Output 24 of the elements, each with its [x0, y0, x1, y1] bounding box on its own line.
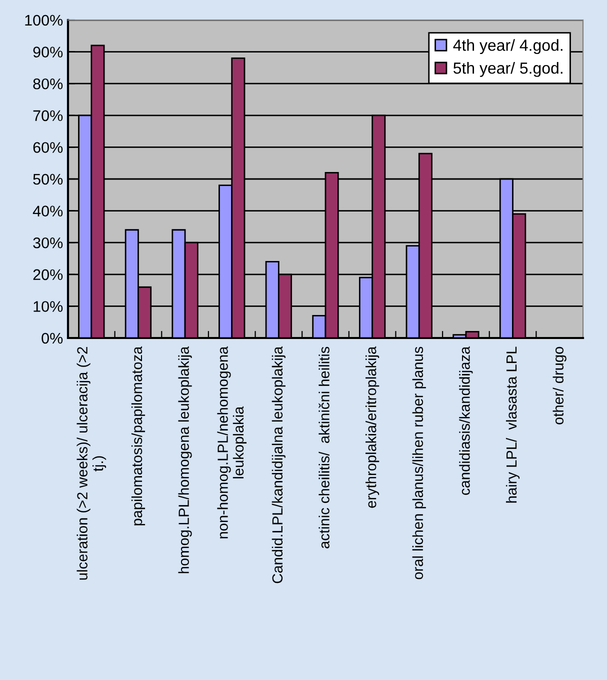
x-tick-label: ulceration (>2 weeks)/ ulceracija (>2 tj.) — [76, 347, 106, 580]
legend-label: 4th year/ 4.god. — [453, 39, 562, 54]
legend-label: 5th year/ 5.god. — [453, 62, 562, 77]
y-tick-label: 90% — [33, 46, 63, 58]
x-tick-label: actinic cheilitis/ aktinični heilitis — [318, 346, 330, 548]
y-tick-label: 60% — [33, 142, 63, 153]
y-tick-label: 100% — [25, 14, 63, 26]
y-tick-label: 70% — [33, 110, 63, 122]
y-tick-label: 80% — [33, 78, 63, 90]
x-tick-label: papilomatosis/papilomatoza — [131, 346, 146, 526]
y-tick-label: 10% — [34, 301, 63, 312]
y-tick-label: 40% — [32, 206, 63, 216]
x-tick-label: candidiasis/kandidijaza — [459, 346, 473, 495]
y-tick-label: 0% — [42, 332, 63, 344]
x-tick-label: non-homog.LPL/nehomogena leukoplakia — [217, 346, 247, 538]
x-tick-label: Candid.LPL/kandidijalna leukoplakija — [272, 346, 286, 584]
y-tick-label: 20% — [33, 269, 63, 280]
x-tick-label: homog.LPL/homogena leukoplakija — [178, 346, 192, 574]
x-tick-label: other/ drugo — [552, 346, 566, 424]
x-tick-label: hairy LPL/ vlasasta LPL — [506, 346, 520, 503]
x-tick-label: oral lichen planus/lihen ruber planus — [412, 346, 426, 580]
y-tick-label: 50% — [33, 174, 63, 185]
x-tick-label: erythroplakia/eritroplakija — [366, 346, 380, 508]
y-tick-label: 30% — [33, 237, 63, 248]
